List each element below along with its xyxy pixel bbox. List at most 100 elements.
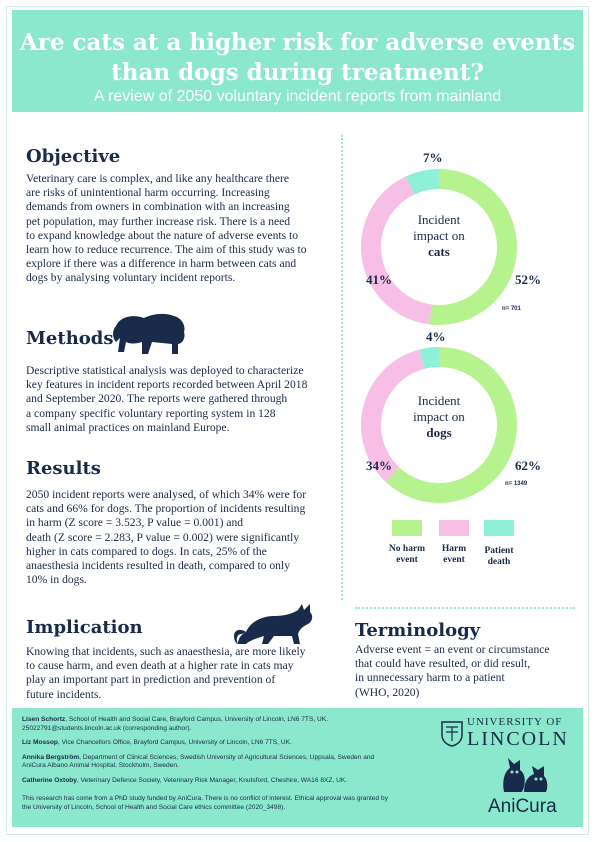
legend-label-harm: Harm event: [429, 544, 479, 566]
poster-title: Are cats at a higher risk for adverse ev…: [12, 28, 583, 88]
dogs-n-label: n= 1349: [505, 481, 528, 487]
legend-line: No harm: [388, 544, 426, 554]
cats-death-pct: 7%: [423, 150, 443, 165]
author-name: Catherine Oxtoby: [22, 776, 77, 784]
terminology-text: Adverse event = an event or circumstance…: [355, 643, 550, 700]
cats-n-label: n= 701: [502, 306, 521, 312]
legend-swatch-no-harm: [392, 520, 422, 536]
author-entry: Annika Bergström, Department of Clinical…: [22, 754, 432, 763]
anicura-logo-text: AniCura: [488, 796, 557, 817]
author-affiliation-cont: AniCura Albano Animal Hospital, Stockhol…: [22, 762, 179, 769]
author-affiliation: , Veterinary Defence Society, Veterinary…: [76, 776, 348, 784]
anicura-logo-icon: [503, 758, 548, 792]
methods-line: Descriptive statistical analysis was dep…: [26, 364, 304, 377]
slice-harm: [360, 176, 432, 325]
methods-line: small animal practices on mainland Europ…: [26, 420, 230, 434]
results-line: in harm (Z score = 3.523, P value = 0.00…: [26, 516, 244, 530]
legend-label-no-harm: No harm event: [382, 544, 432, 566]
methods-heading: Methods: [26, 328, 114, 349]
results-heading: Results: [26, 458, 101, 479]
dogs-center-label: Incident impact on dogs: [404, 393, 474, 441]
legend-label-death: Patient death: [474, 546, 524, 568]
center-label-line: impact on: [413, 409, 465, 424]
methods-line: and September 2020. The reports were gat…: [26, 392, 288, 406]
objective-line: are risks of unintentional harm occurrin…: [26, 186, 270, 200]
results-line: death (Z score = 2.283, P value = 0.002)…: [26, 530, 300, 544]
objective-line: pet population, may further increase ris…: [26, 214, 291, 228]
implication-heading: Implication: [26, 617, 143, 638]
poster-frame: [6, 6, 589, 835]
terminology-heading: Terminology: [355, 620, 481, 641]
results-line: higher in cats compared to dogs. In cats…: [26, 544, 267, 558]
author-name: Lisen Schortz: [22, 716, 66, 723]
objective-line: explore if there was a difference in har…: [26, 257, 297, 271]
slice-death: [405, 169, 439, 195]
dogs-death-pct: 4%: [426, 329, 446, 344]
cats-noharm-pct: 52%: [515, 272, 541, 287]
objective-line: learn how to reduce recurrence. The aim …: [26, 243, 307, 257]
objective-line: demands from owners in combination with …: [26, 200, 290, 214]
title-line-2: than dogs during treatment?: [111, 59, 484, 86]
results-text: 2050 incident reports were analysed, of …: [26, 488, 306, 587]
center-label-line: impact on: [413, 228, 465, 243]
objective-line: dogs by analysing voluntary incident rep…: [26, 271, 236, 285]
implication-line: Knowing that incidents, such as anaesthe…: [26, 645, 306, 658]
university-crest-icon: [441, 721, 463, 747]
author-entry: Liz Mossop, Vice Chancellors Office, Bra…: [22, 739, 432, 748]
terminology-line: that could have resulted, or did result,: [355, 657, 531, 671]
footer-banner: [12, 708, 583, 827]
objective-heading: Objective: [26, 146, 121, 167]
author-entry: Catherine Oxtoby, Veterinary Defence Soc…: [22, 777, 432, 786]
cat-silhouette-icon: [234, 604, 313, 644]
implication-line: future incidents.: [26, 687, 102, 701]
slice-death: [419, 347, 439, 369]
implication-line: play an important part in prediction and…: [26, 673, 276, 687]
legend-line: event: [443, 555, 465, 565]
slice-no-harm: [385, 347, 517, 503]
terminology-line: in unnecessary harm to a patient: [355, 671, 505, 685]
legend-line: event: [396, 555, 418, 565]
terminology-line: (WHO, 2020): [355, 685, 420, 699]
results-line: 2050 incident reports were analysed, of …: [26, 488, 307, 501]
terminology-divider: [355, 607, 575, 609]
objective-line: Veterinary care is complex, and like any…: [26, 172, 289, 185]
dog-silhouette-icon: [113, 313, 185, 354]
poster-subtitle: A review of 2050 voluntary incident repo…: [93, 88, 502, 105]
legend-swatch-harm: [439, 520, 469, 536]
author-affiliation: , Department of Clinical Sciences, Swedi…: [79, 753, 375, 761]
author-affiliation: , Vice Chancellors Office, Brayford Camp…: [57, 739, 292, 746]
title-line-1: Are cats at a higher risk for adverse ev…: [19, 29, 576, 56]
dogs-donut-chart: [361, 347, 517, 503]
university-logo-main: LINCOLN: [467, 728, 569, 750]
ethics-note: the University of Lincoln, School of Hea…: [22, 803, 286, 811]
legend-swatch-death: [484, 520, 514, 536]
methods-line: a company specific voluntary reporting s…: [26, 406, 276, 420]
methods-text: Descriptive statistical analysis was dep…: [26, 364, 307, 435]
dogs-harm-pct: 34%: [366, 458, 392, 473]
cats-center-label: Incident impact on cats: [404, 212, 474, 260]
slice-no-harm: [429, 169, 517, 325]
column-divider: [341, 135, 343, 600]
results-line: 10% in dogs.: [26, 573, 87, 587]
author-name: Annika Bergström: [22, 753, 80, 761]
header-banner: Are cats at a higher risk for adverse ev…: [12, 10, 583, 112]
cats-donut-chart: [360, 169, 517, 325]
center-label-line: Incident: [417, 212, 461, 227]
dogs-noharm-pct: 62%: [515, 458, 541, 473]
university-logo-top: UNIVERSITY OF: [467, 716, 563, 728]
cats-harm-pct: 41%: [366, 272, 392, 287]
slice-harm: [361, 349, 425, 482]
author-entry: Lisen Schortz, School of Health and Soci…: [22, 716, 432, 725]
implication-text: Knowing that incidents, such as anaesthe…: [26, 645, 305, 702]
center-label-species: dogs: [426, 425, 452, 440]
legend-line: Patient: [484, 546, 514, 556]
author-affiliation: , School of Health and Social Care, Bray…: [65, 716, 329, 723]
methods-line: key features in incident reports recorde…: [26, 378, 308, 392]
funding-note: This research has come from a PhD study …: [22, 795, 389, 802]
author-list: Lisen Schortz, School of Health and Soci…: [22, 716, 432, 812]
results-line: anaesthesia incidents resulted in death,…: [26, 559, 290, 573]
center-label-line: Incident: [417, 393, 461, 408]
results-line: cats and 66% for dogs. The proportion of…: [26, 502, 306, 516]
terminology-line: Adverse event = an event or circumstance: [355, 643, 550, 656]
author-name: Liz Mossop: [22, 739, 58, 746]
